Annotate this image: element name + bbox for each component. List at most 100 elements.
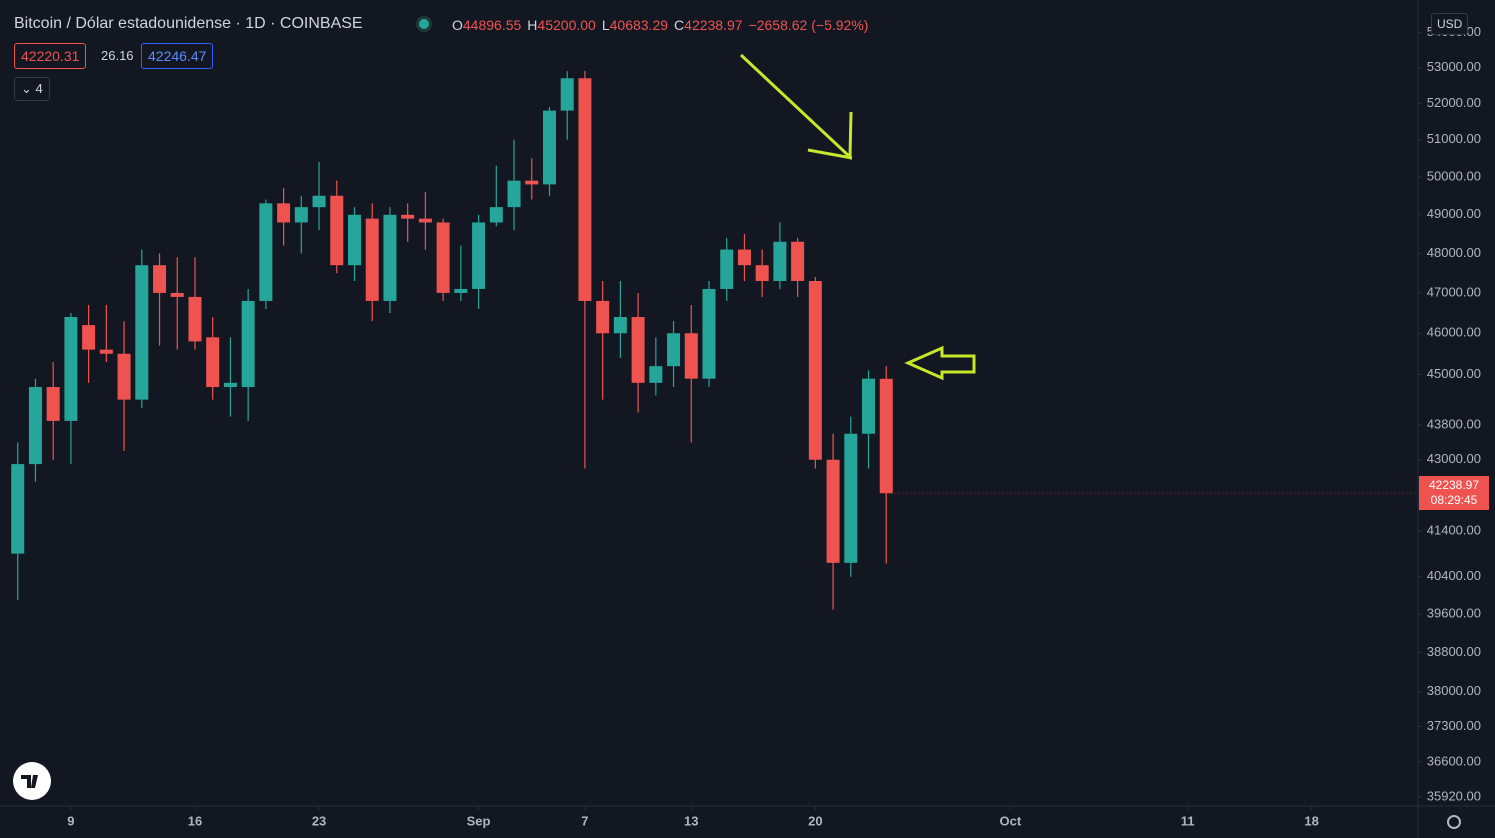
candle-body	[649, 366, 663, 383]
candle-body	[188, 296, 202, 342]
candle-body	[613, 317, 627, 334]
x-tick-label: 11	[1181, 813, 1195, 828]
candle-body	[560, 78, 574, 111]
candle-body	[525, 180, 539, 185]
y-tick-label: 40400.00	[1427, 568, 1481, 583]
candle-body	[702, 288, 716, 379]
x-tick-label: Sep	[467, 813, 491, 828]
candle-body	[330, 195, 344, 266]
y-tick-label: 38800.00	[1427, 644, 1481, 659]
candle-body	[862, 378, 876, 434]
candle-body	[64, 317, 78, 421]
candle-body	[631, 317, 645, 383]
candle-body	[365, 218, 379, 301]
arrow-annotation	[904, 345, 976, 381]
ohlc-value: 44896.55	[462, 17, 522, 33]
y-tick-label: 47000.00	[1427, 284, 1481, 299]
status-dot	[419, 19, 429, 29]
ohlc-legend: O44896.55 H45200.00 L40683.29 C42238.97 −265…	[452, 17, 868, 33]
change: −2658.62 (−5.92%)	[748, 17, 869, 33]
last-price: 42238.97	[1428, 478, 1480, 493]
logo-mark	[21, 775, 38, 788]
candle-body	[153, 265, 167, 293]
candle-body	[117, 353, 131, 400]
y-tick-label: 46000.00	[1427, 325, 1481, 340]
candle-body	[259, 203, 273, 301]
ohlc-key: C	[674, 17, 685, 33]
candle-body	[11, 464, 25, 554]
candle-body	[808, 281, 822, 460]
indicator-count: 4	[35, 81, 43, 96]
candle-body	[312, 195, 326, 208]
y-tick-label: 52000.00	[1427, 95, 1481, 110]
candle-body	[720, 249, 734, 289]
y-tick-label: 39600.00	[1427, 606, 1481, 621]
ohlc-value: 42238.97	[684, 17, 743, 33]
arrow-annotation	[739, 53, 853, 161]
y-tick-label: 38000.00	[1427, 683, 1481, 698]
x-tick-label: 7	[581, 813, 588, 828]
x-tick-label: 16	[188, 813, 202, 828]
candle-body	[489, 207, 503, 223]
candle-body	[223, 382, 237, 388]
bid-price[interactable]: 42220.31	[14, 43, 87, 69]
candle-body	[277, 203, 291, 223]
y-tick-label: 36600.00	[1427, 753, 1481, 768]
y-tick-label: 53000.00	[1427, 59, 1481, 74]
candle-body	[578, 78, 592, 301]
plot	[11, 71, 1418, 610]
candle-body	[241, 300, 255, 388]
ohlc-key: L	[601, 17, 610, 33]
candle-body	[737, 249, 751, 266]
ask-price[interactable]: 42246.47	[141, 43, 214, 69]
candle-body	[755, 265, 769, 282]
candle-body	[46, 387, 60, 421]
candle-body	[542, 110, 556, 185]
candle-body	[82, 325, 96, 350]
y-tick-label: 37300.00	[1427, 718, 1481, 733]
candle-body	[773, 241, 787, 282]
y-tick-label: 45000.00	[1427, 366, 1481, 381]
ohlc-value: 40683.29	[609, 17, 669, 33]
x-tick-label: 13	[684, 813, 698, 828]
candle-body	[844, 433, 858, 563]
candle-body	[454, 288, 468, 293]
chevron: ⌄	[21, 81, 36, 96]
x-tick-label: 18	[1304, 813, 1318, 828]
last-price-label: 42238.97 08:29:45	[1419, 476, 1489, 511]
candle-body	[28, 387, 42, 465]
y-tick-label: 49000.00	[1427, 206, 1481, 221]
candle-body	[684, 333, 698, 379]
candle-body	[99, 349, 113, 354]
countdown: 08:29:45	[1430, 493, 1478, 508]
ohlc-value: 45200.00	[537, 17, 596, 33]
candle-body	[418, 218, 432, 223]
y-tick-label: 43000.00	[1427, 451, 1481, 466]
candle-body	[791, 241, 805, 282]
candle-body	[879, 378, 893, 494]
candle-body	[596, 300, 610, 334]
arrow-annotation	[807, 148, 853, 160]
candle-body	[348, 214, 361, 266]
settings-icon[interactable]	[1447, 815, 1461, 829]
candle-body	[436, 222, 450, 293]
indicator-toggle[interactable]: ⌄ 4	[14, 77, 50, 101]
y-tick-label: 51000.00	[1427, 131, 1481, 146]
ohlc-key: O	[452, 17, 463, 33]
x-tick-label: 9	[67, 813, 74, 828]
x-tick-label: 23	[312, 813, 326, 828]
x-tick-label: Oct	[999, 813, 1021, 828]
currency-select[interactable]: USD	[1431, 13, 1469, 35]
logo[interactable]	[13, 762, 51, 800]
candle-body	[472, 222, 486, 289]
candle-body	[383, 214, 397, 301]
candle-body	[294, 207, 308, 223]
y-tick-label: 41400.00	[1427, 522, 1481, 537]
y-tick-label: 50000.00	[1427, 168, 1481, 183]
y-tick-label: 43800.00	[1427, 417, 1481, 432]
symbol-title[interactable]: Bitcoin / Dólar estadounidense · 1D · CO…	[14, 15, 363, 32]
candle-body	[401, 214, 415, 219]
x-tick-label: 20	[808, 813, 822, 828]
